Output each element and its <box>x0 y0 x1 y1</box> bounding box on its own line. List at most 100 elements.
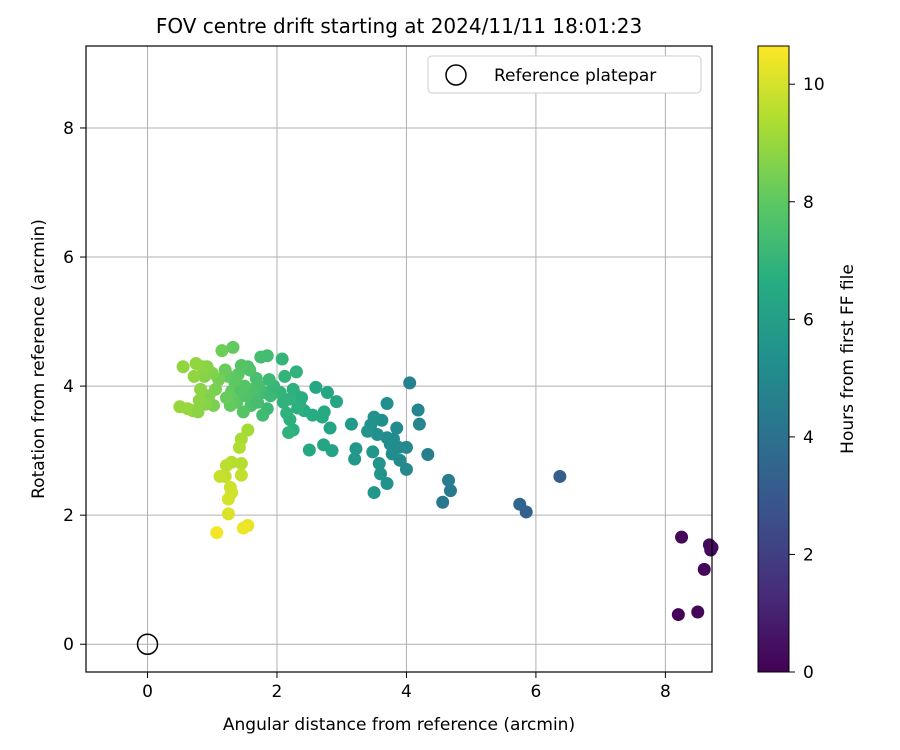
data-point <box>374 467 388 481</box>
data-point <box>309 380 323 394</box>
colorbar-tick-label: 0 <box>803 663 814 683</box>
data-point <box>380 397 394 411</box>
data-point <box>219 391 233 405</box>
data-point <box>344 417 358 431</box>
data-point <box>234 457 248 471</box>
data-point <box>223 480 237 494</box>
reference-point <box>136 633 159 655</box>
legend-entry-reference-platepar: Reference platepar <box>494 66 656 86</box>
data-point <box>320 386 334 400</box>
data-point <box>317 438 331 452</box>
data-point <box>348 452 362 466</box>
data-point <box>226 340 240 354</box>
data-point <box>241 423 255 437</box>
data-point <box>443 484 457 498</box>
plot-frame <box>85 45 713 673</box>
y-axis-label: Rotation from reference (arcmin) <box>29 219 49 499</box>
colorbar-tick-label: 6 <box>803 310 814 330</box>
colorbar-tick-label: 4 <box>803 428 814 448</box>
y-tick-label: 0 <box>63 635 74 655</box>
colorbar-tick-label: 10 <box>803 75 825 95</box>
data-point <box>361 424 375 438</box>
data-point <box>236 521 250 535</box>
x-tick-label: 0 <box>142 682 153 702</box>
data-points <box>173 340 719 622</box>
data-point <box>218 363 232 377</box>
x-tick-label: 8 <box>660 682 671 702</box>
data-point <box>671 608 685 622</box>
data-point <box>380 477 394 491</box>
data-point <box>289 365 303 379</box>
data-point <box>390 421 404 435</box>
data-point <box>176 360 190 374</box>
data-point <box>275 352 289 366</box>
data-point <box>173 400 187 414</box>
x-tick-label: 4 <box>401 682 412 702</box>
colorbar-ticks: 0 2 4 6 8 10 <box>789 75 825 683</box>
x-axis-label: Angular distance from reference (arcmin) <box>223 715 575 735</box>
data-point <box>187 369 201 383</box>
data-point <box>192 393 206 407</box>
data-point <box>213 469 227 483</box>
y-tick-label: 8 <box>63 119 74 139</box>
colorbar-tick-label: 2 <box>803 545 814 565</box>
x-tick-label: 6 <box>531 682 542 702</box>
x-tick-label: 2 <box>272 682 283 702</box>
data-point <box>553 469 567 483</box>
data-point <box>442 473 456 487</box>
colorbar <box>757 45 790 673</box>
data-point <box>349 442 363 456</box>
data-point <box>323 421 337 435</box>
data-point <box>219 458 233 472</box>
data-point <box>191 405 205 419</box>
data-point <box>399 462 413 476</box>
legend-box <box>427 55 702 94</box>
data-point <box>234 468 248 482</box>
data-point <box>386 432 400 446</box>
data-point <box>262 373 276 387</box>
data-point <box>280 406 294 420</box>
data-point <box>691 605 705 619</box>
data-point <box>283 392 297 406</box>
y-axis-ticks: 0 2 4 6 8 <box>63 119 86 655</box>
data-point <box>194 382 208 396</box>
grid-lines <box>86 46 712 672</box>
data-point <box>403 376 417 390</box>
data-point <box>291 401 305 415</box>
data-point <box>317 405 331 419</box>
data-point <box>197 369 211 383</box>
data-point <box>215 344 229 358</box>
data-point <box>251 395 265 409</box>
data-point <box>366 445 380 459</box>
data-point <box>221 492 235 506</box>
data-point <box>260 349 274 363</box>
data-point <box>513 497 527 511</box>
y-tick-label: 2 <box>63 506 74 526</box>
data-point <box>675 530 689 544</box>
y-tick-label: 4 <box>63 377 74 397</box>
data-point <box>189 357 203 371</box>
data-point <box>210 526 224 540</box>
data-point <box>421 448 435 462</box>
data-point <box>411 403 425 417</box>
legend: Reference platepar <box>427 55 702 94</box>
data-point <box>302 443 316 457</box>
chart-title: FOV centre drift starting at 2024/11/11 … <box>156 14 642 38</box>
data-point <box>221 507 235 521</box>
data-point <box>278 369 292 383</box>
data-point <box>236 405 250 419</box>
data-point <box>232 440 246 454</box>
data-point <box>412 417 426 431</box>
data-point <box>367 486 381 500</box>
colorbar-label: Hours from first FF file <box>838 264 858 454</box>
y-tick-label: 6 <box>63 248 74 268</box>
data-point <box>229 373 243 387</box>
data-point <box>295 391 309 405</box>
data-point <box>256 408 270 422</box>
data-point <box>436 495 450 509</box>
data-point <box>282 426 296 440</box>
legend-marker-open-circle <box>445 64 467 86</box>
data-point <box>697 562 711 576</box>
colorbar-tick-label: 8 <box>803 193 814 213</box>
